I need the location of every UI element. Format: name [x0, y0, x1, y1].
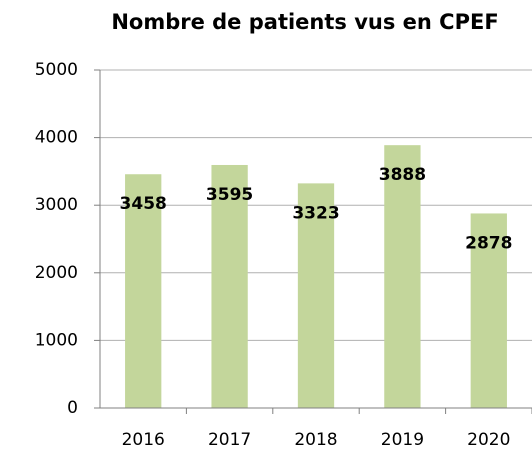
y-tick-label: 3000 [35, 195, 78, 215]
chart-title: Nombre de patients vus en CPEF [111, 10, 499, 34]
x-tick-label: 2020 [467, 430, 510, 450]
value-label: 3458 [120, 194, 167, 214]
x-tick-label: 2019 [381, 430, 424, 450]
y-tick-label: 4000 [35, 128, 78, 148]
value-label: 3595 [206, 185, 253, 205]
bar [211, 164, 248, 408]
bar [297, 183, 335, 408]
bar [384, 145, 421, 408]
y-tick-label: 5000 [35, 60, 78, 80]
x-tick-label: 2016 [122, 430, 165, 450]
bar [470, 213, 507, 408]
value-label: 3888 [379, 165, 426, 185]
y-tick-label: 1000 [35, 330, 78, 350]
bar [125, 174, 162, 408]
value-label: 3323 [292, 203, 339, 223]
y-tick-label: 0 [67, 398, 78, 418]
x-tick-label: 2017 [208, 430, 251, 450]
x-tick-label: 2018 [294, 430, 337, 450]
value-label: 2878 [465, 233, 512, 253]
y-tick-label: 2000 [35, 263, 78, 283]
